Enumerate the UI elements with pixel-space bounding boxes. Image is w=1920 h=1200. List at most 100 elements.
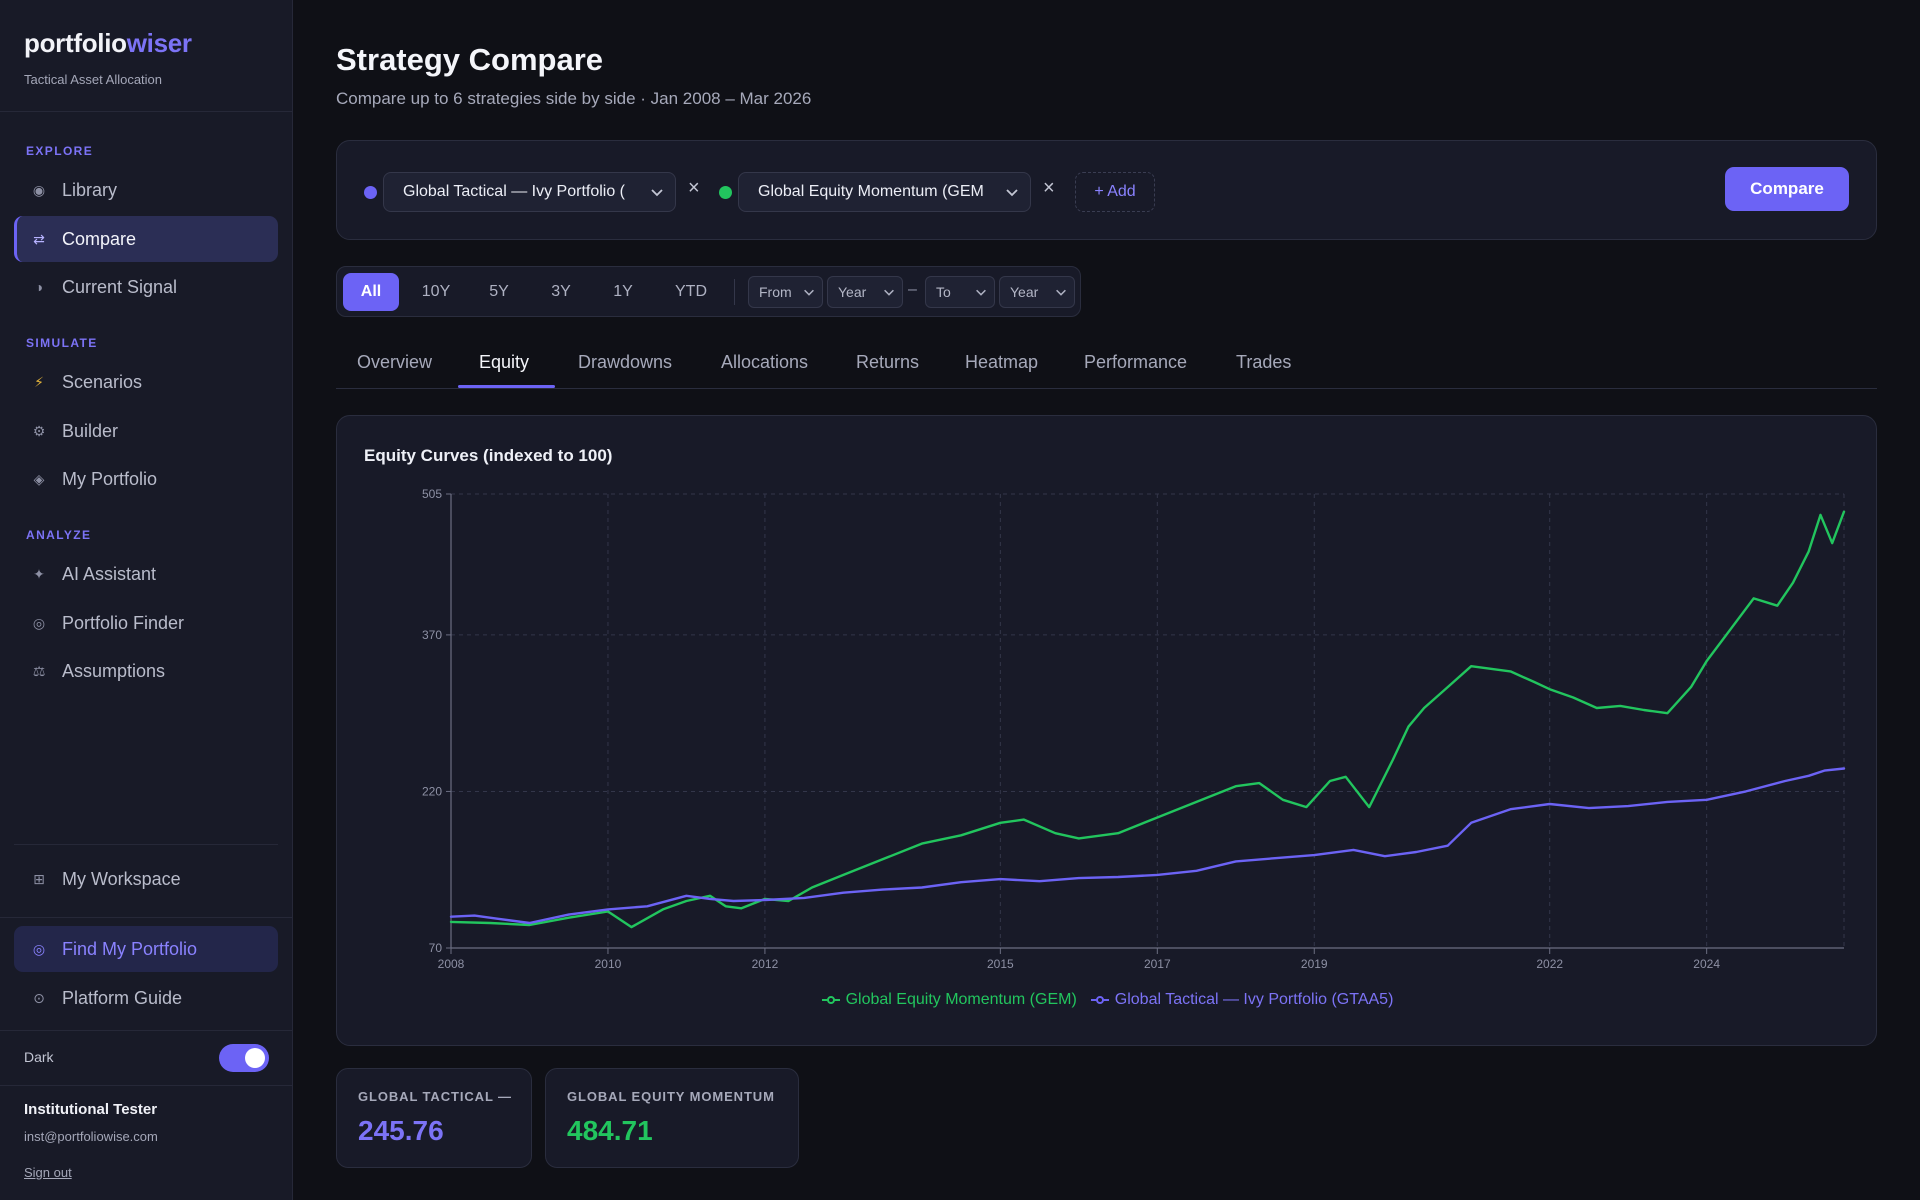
strategy-select-1[interactable]: Global Tactical — Ivy Portfolio (: [383, 172, 676, 212]
sidebar-item-portfolio-finder[interactable]: ◎ Portfolio Finder: [14, 600, 278, 646]
sidebar-item-current-signal[interactable]: ◑ Current Signal: [14, 264, 278, 310]
sidebar-item-label: My Workspace: [62, 868, 181, 889]
sidebar-item-ai-assistant[interactable]: ✦ AI Assistant: [14, 551, 278, 597]
radio-dot-icon: ◉: [32, 181, 46, 198]
range-button-10y[interactable]: 10Y: [421, 283, 451, 300]
sidebar-item-platform-guide[interactable]: ⊙ Platform Guide: [14, 975, 278, 1021]
swap-arrows-icon: ⇄: [33, 230, 45, 247]
x-tick-label: 2022: [1536, 957, 1563, 971]
legend-item-gtaa5[interactable]: Global Tactical — Ivy Portfolio (GTAA5): [1090, 991, 1394, 1009]
chevron-down-icon: [651, 189, 663, 197]
stat-value: 484.71: [567, 1115, 653, 1146]
sidebar-item-assumptions[interactable]: ⚖ Assumptions: [14, 648, 278, 694]
brand-tagline: Tactical Asset Allocation: [24, 72, 163, 87]
sidebar-item-library[interactable]: ◉ Library: [14, 167, 278, 213]
equity-chart: 70 220 370 505 2008 2010 2012 2015 2017 2019 2022 2…: [422, 487, 1846, 971]
half-circle-icon: ◑: [34, 279, 44, 295]
strategy-selector-panel: Global Tactical — Ivy Portfolio ( × Glob…: [336, 140, 1877, 240]
x-tick-label: 2015: [987, 957, 1014, 971]
from-year-value: Year: [838, 284, 867, 300]
compare-button[interactable]: Compare: [1725, 167, 1849, 211]
find-my-portfolio-button[interactable]: ◎ Find My Portfolio: [14, 926, 278, 972]
tab-overview[interactable]: Overview: [357, 352, 433, 372]
brand-name-main: portfolio: [24, 28, 127, 58]
section-label-explore: EXPLORE: [26, 144, 94, 158]
sidebar-item-scenarios[interactable]: ⚡ Scenarios: [14, 359, 278, 405]
range-button-all[interactable]: All: [343, 273, 399, 311]
legend-item-gem[interactable]: Global Equity Momentum (GEM): [821, 991, 1077, 1009]
stat-value: 245.76: [358, 1115, 444, 1146]
remove-strategy-2-button[interactable]: ×: [1043, 177, 1055, 199]
brand-logo[interactable]: portfoliowiser: [24, 28, 192, 59]
stat-card-global-equity-momentum: GLOBAL EQUITY MOMENTUM 484.71: [545, 1068, 799, 1168]
to-year-value: Year: [1010, 284, 1039, 300]
add-strategy-button[interactable]: + Add: [1075, 172, 1155, 212]
date-range-bar: All 10Y 5Y 3Y 1Y YTD From Year – To Year: [336, 266, 1081, 317]
sidebar-item-label: Library: [62, 179, 118, 200]
sidebar-item-my-portfolio[interactable]: ◈ My Portfolio: [14, 456, 278, 502]
tab-returns[interactable]: Returns: [856, 352, 920, 372]
y-tick-label: 70: [429, 941, 443, 955]
from-year-select[interactable]: Year: [827, 276, 903, 308]
sidebar-divider: [0, 1085, 293, 1086]
range-dash: –: [908, 281, 917, 298]
gear-icon: ⚙: [32, 422, 46, 439]
strategy-select-2[interactable]: Global Equity Momentum (GEM: [738, 172, 1031, 212]
range-button-3y[interactable]: 3Y: [551, 283, 571, 300]
sidebar: portfoliowiser Tactical Asset Allocation…: [0, 0, 293, 1200]
strategy-select-value: Global Equity Momentum (GEM: [758, 183, 984, 200]
range-divider: [734, 279, 735, 305]
to-year-select[interactable]: Year: [999, 276, 1075, 308]
grid-icon: ⊞: [33, 870, 45, 887]
sidebar-item-my-workspace[interactable]: ⊞ My Workspace: [14, 856, 278, 902]
sidebar-item-builder[interactable]: ⚙ Builder: [14, 408, 278, 454]
tab-trades[interactable]: Trades: [1236, 352, 1292, 372]
theme-label: Dark: [24, 1049, 54, 1065]
tab-drawdowns[interactable]: Drawdowns: [578, 352, 673, 372]
info-circle-icon: ⊙: [33, 989, 45, 1006]
chart-legend: Global Equity Momentum (GEM) Global Tact…: [337, 991, 1878, 1009]
from-month-select[interactable]: From: [748, 276, 823, 308]
range-button-5y[interactable]: 5Y: [489, 283, 509, 300]
to-label: To: [936, 284, 951, 300]
range-button-ytd[interactable]: YTD: [675, 283, 707, 300]
range-button-1y[interactable]: 1Y: [613, 283, 633, 300]
chevron-down-icon: [804, 289, 814, 296]
y-tick-label: 505: [422, 487, 442, 501]
brand-name-accent: wiser: [126, 28, 192, 58]
x-tick-label: 2017: [1144, 957, 1171, 971]
target-icon: ◎: [32, 940, 46, 957]
sidebar-item-label: My Portfolio: [62, 468, 158, 489]
tab-allocations[interactable]: Allocations: [721, 352, 809, 372]
tab-equity[interactable]: Equity: [479, 352, 530, 372]
lightning-icon: ⚡: [34, 373, 44, 390]
remove-strategy-1-button[interactable]: ×: [688, 177, 700, 199]
sign-out-link[interactable]: Sign out: [24, 1165, 72, 1180]
target-icon: ◎: [32, 614, 46, 631]
sidebar-divider: [0, 111, 293, 112]
tab-heatmap[interactable]: Heatmap: [965, 352, 1039, 372]
x-tick-label: 2008: [438, 957, 465, 971]
chevron-down-icon: [1006, 189, 1018, 197]
legend-label: Global Tactical — Ivy Portfolio (GTAA5): [1114, 991, 1394, 1008]
equity-chart-card: Equity Curves (indexed to 100) 70 220 370 5…: [336, 415, 1877, 1046]
sidebar-item-compare[interactable]: ⇄ Compare: [14, 216, 278, 262]
sidebar-item-label: Builder: [62, 420, 119, 441]
series-line-gem: [449, 510, 1846, 929]
x-tick-label: 2012: [752, 957, 779, 971]
tab-performance[interactable]: Performance: [1084, 352, 1188, 372]
sparkle-icon: ✦: [33, 565, 45, 582]
sidebar-item-label: Scenarios: [62, 371, 143, 392]
stat-label: GLOBAL TACTICAL —: [358, 1089, 512, 1104]
chevron-down-icon: [884, 289, 894, 296]
active-tab-indicator: [458, 385, 555, 388]
chevron-down-icon: [976, 289, 986, 296]
sidebar-item-label: AI Assistant: [62, 563, 157, 584]
to-month-select[interactable]: To: [925, 276, 995, 308]
page-title: Strategy Compare: [336, 42, 604, 77]
x-tick-label: 2024: [1693, 957, 1720, 971]
dark-mode-toggle[interactable]: [219, 1044, 269, 1072]
legend-swatch: [1090, 995, 1109, 1005]
sidebar-divider: [0, 1030, 293, 1031]
sidebar-item-label: Find My Portfolio: [62, 938, 198, 959]
